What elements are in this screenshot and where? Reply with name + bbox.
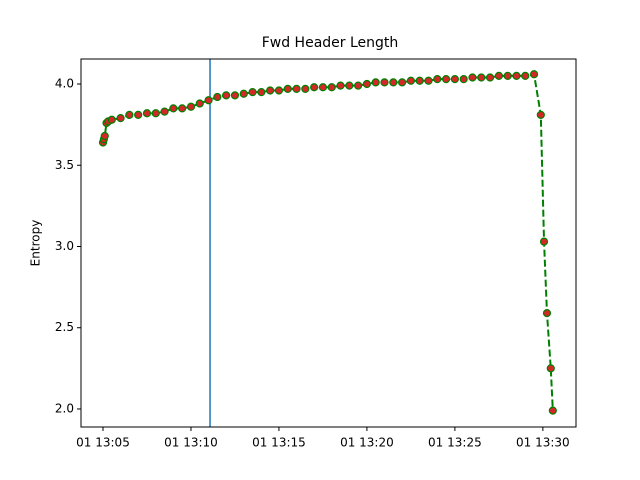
data-point: [318, 83, 328, 92]
x-tick-label: 01 13:20: [340, 436, 394, 450]
plot-frame: [80, 58, 577, 428]
data-point: [494, 71, 503, 80]
x-tick-label: 01 13:25: [428, 436, 482, 450]
data-point: [536, 110, 545, 119]
x-tick-label: 01 13:15: [252, 436, 306, 450]
data-point: [336, 81, 345, 90]
data-point: [195, 99, 204, 108]
data-point: [371, 78, 380, 87]
data-point: [512, 71, 521, 80]
data-point: [239, 89, 248, 98]
data-point: [301, 84, 310, 93]
x-tick-label: 01 13:05: [76, 436, 130, 450]
data-point: [151, 109, 160, 118]
data-point: [433, 75, 442, 84]
data-point: [406, 76, 416, 85]
data-point: [362, 79, 372, 89]
y-tick-label: 4.0: [55, 77, 74, 91]
data-point: [230, 91, 240, 100]
data-point: [100, 131, 109, 141]
data-point: [529, 70, 539, 79]
data-point: [542, 309, 552, 318]
data-point: [283, 84, 292, 93]
data-point: [266, 86, 275, 95]
data-point: [398, 78, 407, 87]
x-tick-label: 01 13:30: [516, 436, 570, 450]
data-point: [477, 73, 486, 82]
data-point: [548, 406, 557, 415]
data-point: [142, 109, 152, 118]
data-point: [424, 76, 433, 85]
data-point: [222, 91, 231, 100]
data-point: [274, 86, 284, 95]
y-axis-label: Entropy: [29, 220, 43, 267]
data-point: [116, 114, 125, 123]
data-point: [160, 107, 169, 116]
data-point: [134, 110, 143, 119]
data-point: [125, 110, 134, 119]
data-point: [248, 88, 257, 97]
y-tick-label: 3.0: [55, 239, 74, 253]
y-tick-label: 2.5: [55, 320, 74, 334]
y-tick-label: 2.0: [55, 401, 74, 415]
data-point: [521, 71, 530, 80]
data-point: [257, 88, 266, 97]
data-point: [310, 83, 319, 92]
data-point: [459, 75, 468, 84]
chart-title: Fwd Header Length: [262, 35, 399, 51]
data-point: [107, 115, 116, 124]
data-point: [468, 73, 477, 82]
data-point: [546, 364, 555, 373]
data-point: [292, 84, 301, 93]
x-tick-label: 01 13:10: [164, 436, 218, 450]
data-point: [450, 75, 459, 84]
data-point: [345, 81, 354, 90]
data-point: [213, 92, 222, 102]
y-tick-label: 3.5: [55, 158, 74, 172]
data-point: [380, 78, 389, 87]
data-point: [204, 96, 213, 105]
data-point: [327, 83, 336, 92]
data-line: [102, 73, 554, 411]
data-point: [415, 76, 424, 85]
data-point: [178, 104, 187, 113]
data-point: [485, 73, 495, 82]
data-point: [354, 81, 363, 90]
data-point: [169, 104, 178, 113]
data-point: [441, 75, 451, 84]
data-point: [539, 237, 549, 246]
data-point: [503, 71, 512, 80]
data-point: [389, 78, 398, 87]
data-point: [186, 102, 196, 111]
